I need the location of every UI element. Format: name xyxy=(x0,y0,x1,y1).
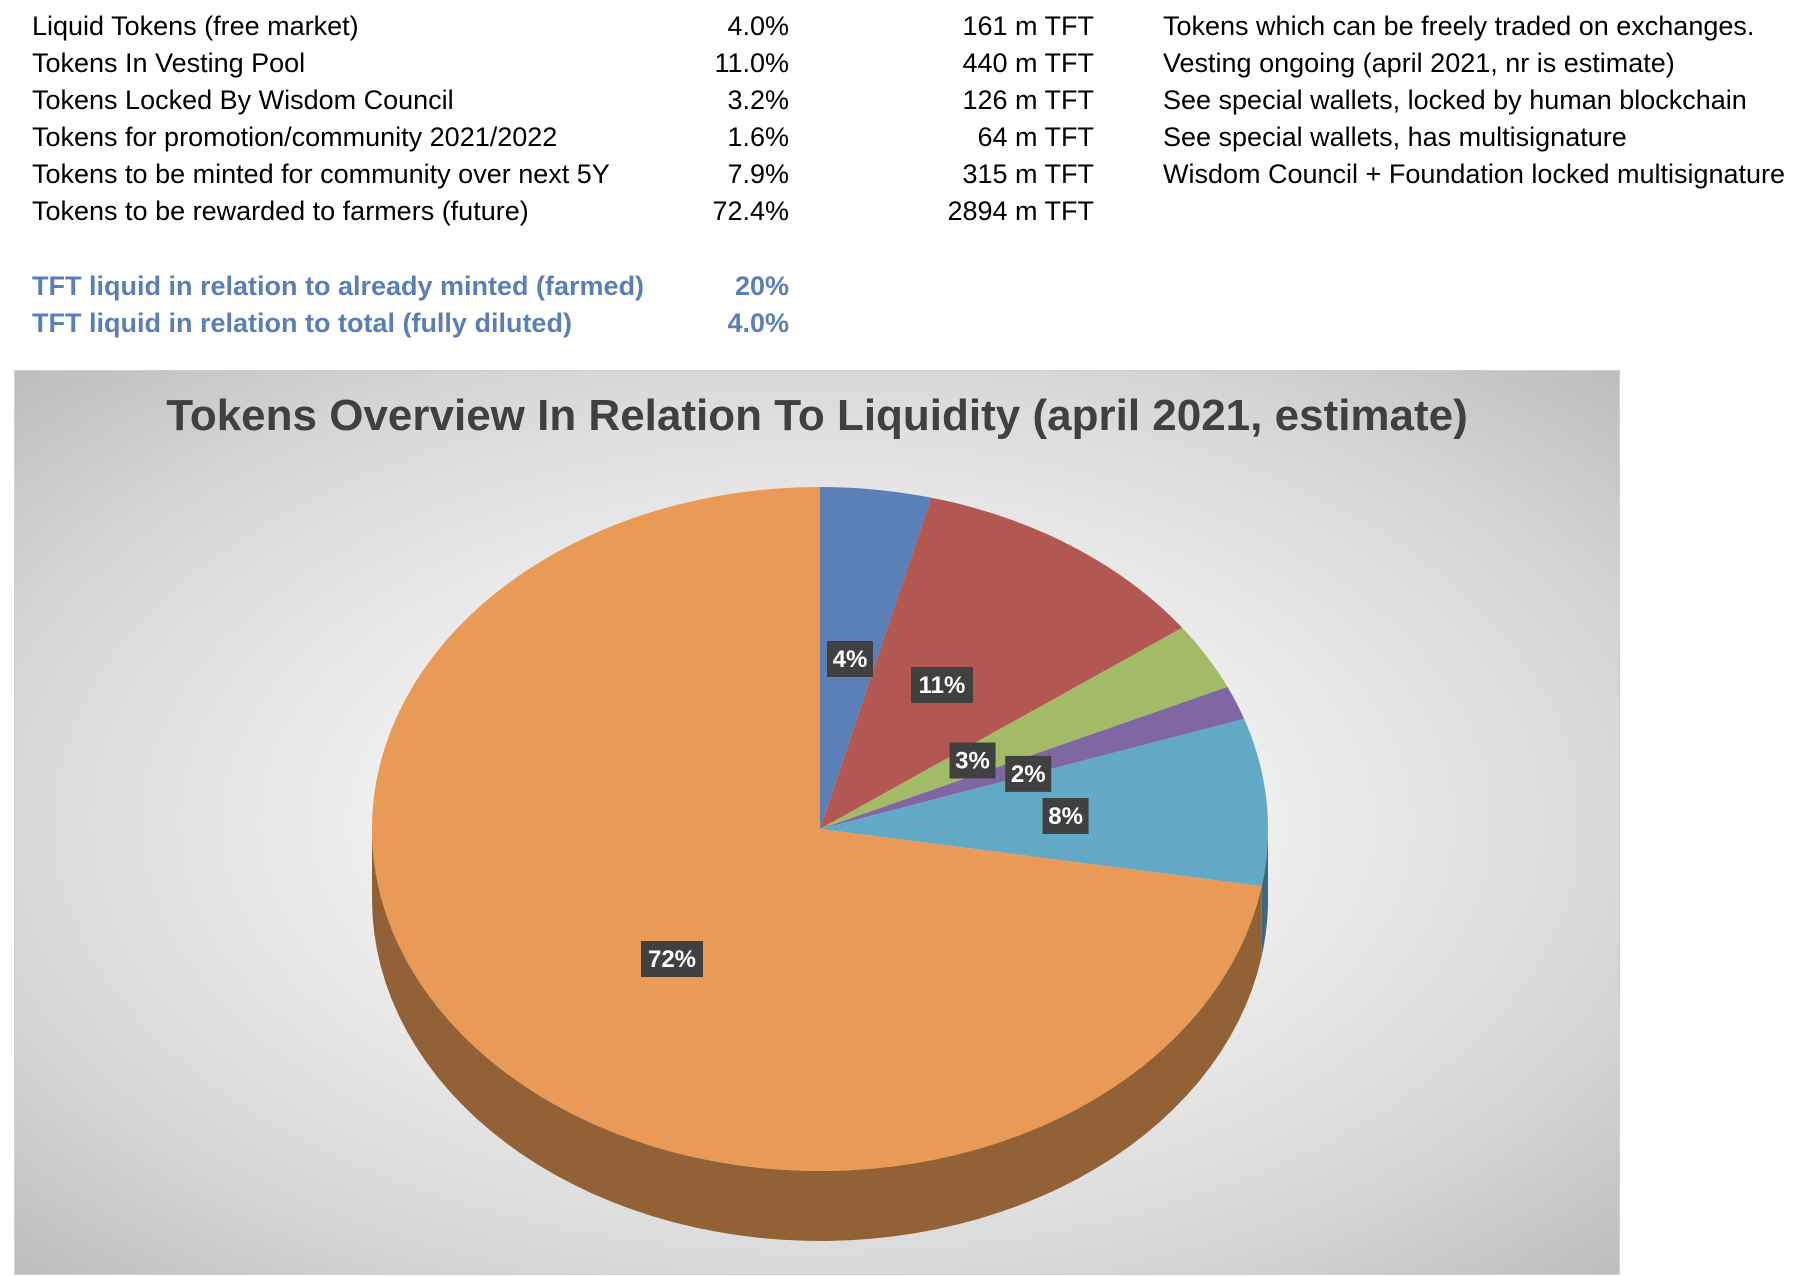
table-row: Tokens In Vesting Pool 11.0% 440 m TFT Vest… xyxy=(0,45,1794,82)
row-note: Tokens which can be freely traded on exc… xyxy=(1163,11,1755,41)
summary-row: TFT liquid in relation to already minted… xyxy=(0,268,1794,305)
row-percent: 4.0% xyxy=(727,11,789,41)
pie-data-label: 4% xyxy=(827,641,873,677)
svg-text:2%: 2% xyxy=(1011,761,1046,788)
pie-side-4 xyxy=(1261,829,1268,957)
row-amount: 440 m TFT xyxy=(962,48,1094,78)
pie-slice-2 xyxy=(820,627,1228,829)
summary-label: TFT liquid in relation to already minted… xyxy=(32,271,645,301)
table-row: Tokens to be rewarded to farmers (future… xyxy=(0,193,1794,230)
pie-slice-1 xyxy=(820,497,1183,829)
row-note: See special wallets, has multisignature xyxy=(1163,122,1627,152)
pie-data-label: 8% xyxy=(1042,798,1089,834)
row-note: Vesting ongoing (april 2021, nr is estim… xyxy=(1163,48,1675,78)
pie-svg: 4% 11% 3% 2%8% 72% xyxy=(372,487,1268,1241)
svg-text:4%: 4% xyxy=(833,646,868,673)
pie-slice-0 xyxy=(820,487,932,829)
row-amount: 126 m TFT xyxy=(962,85,1094,115)
row-amount: 64 m TFT xyxy=(977,122,1094,152)
row-label: Tokens to be minted for community over n… xyxy=(32,159,610,189)
chart-title: Tokens Overview In Relation To Liquidity… xyxy=(166,391,1468,440)
svg-text:11%: 11% xyxy=(919,672,966,699)
table-row: Liquid Tokens (free market) 4.0% 161 m TFT… xyxy=(0,8,1794,45)
row-percent: 7.9% xyxy=(727,159,789,189)
row-label: Liquid Tokens (free market) xyxy=(32,11,359,41)
row-label: Tokens for promotion/community 2021/2022 xyxy=(32,122,558,152)
summary-value: 20% xyxy=(734,271,789,301)
row-label: Tokens Locked By Wisdom Council xyxy=(32,85,454,115)
svg-text:8%: 8% xyxy=(1048,803,1083,830)
summary-label: TFT liquid in relation to total (fully d… xyxy=(32,308,572,338)
pie-chart: Tokens Overview In Relation To Liquidity… xyxy=(14,370,1620,1275)
row-note: Wisdom Council + Foundation locked multi… xyxy=(1163,159,1786,189)
row-label: Tokens In Vesting Pool xyxy=(32,48,306,78)
row-percent: 72.4% xyxy=(712,196,789,226)
pie-data-label: 2% xyxy=(1005,755,1052,792)
table-row: Tokens Locked By Wisdom Council 3.2% 126 m… xyxy=(0,82,1794,119)
row-amount: 315 m TFT xyxy=(962,159,1094,189)
row-note: See special wallets, locked by human blo… xyxy=(1163,85,1747,115)
svg-text:3%: 3% xyxy=(955,748,990,775)
summary-value: 4.0% xyxy=(727,308,789,338)
row-percent: 11.0% xyxy=(714,48,789,78)
row-amount: 2894 m TFT xyxy=(947,196,1094,226)
row-label: Tokens to be rewarded to farmers (future… xyxy=(32,196,529,226)
summary-row: TFT liquid in relation to total (fully d… xyxy=(0,305,1794,342)
svg-text:72%: 72% xyxy=(648,946,696,973)
pie-data-label: 11% xyxy=(911,667,973,703)
pie-side-5 xyxy=(372,829,1262,1241)
table-row: Tokens for promotion/community 2021/2022… xyxy=(0,119,1794,156)
pie-slice-5 xyxy=(372,487,1262,1171)
row-amount: 161 m TFT xyxy=(962,11,1094,41)
pie-data-label: 3% xyxy=(949,742,996,779)
row-percent: 1.6% xyxy=(727,122,789,152)
pie-data-label: 72% xyxy=(641,941,703,977)
table-row: Tokens to be minted for community over n… xyxy=(0,156,1794,193)
row-percent: 3.2% xyxy=(727,85,789,115)
